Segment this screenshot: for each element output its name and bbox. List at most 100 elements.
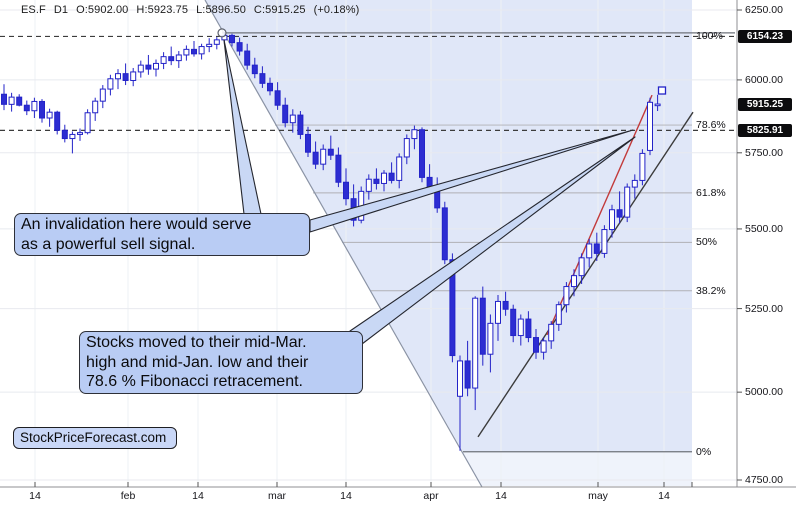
watermark-label: StockPriceForecast.com	[13, 427, 177, 449]
x-axis-label: mar	[267, 490, 287, 502]
fib-level-label: 100%	[696, 29, 723, 42]
fib-level-label: 38.2%	[696, 284, 726, 297]
fib-shaded-region	[205, 0, 692, 486]
fib-diagonal-line[interactable]	[204, 0, 483, 488]
candle-body	[236, 42, 243, 52]
price-badge: 5915.25	[738, 97, 792, 111]
candle-body	[160, 56, 167, 64]
axes	[0, 0, 796, 488]
candle-body	[130, 71, 137, 81]
candle-body	[244, 50, 251, 66]
timeframe-label: D1	[53, 4, 69, 16]
candle-body	[601, 229, 608, 254]
symbol-label: ES.F	[21, 4, 46, 16]
gridlines	[0, 0, 737, 487]
x-axis-label: 14	[192, 490, 204, 502]
fib-level-label: 50%	[696, 236, 718, 249]
ohlc-readout: ES.F D1 O:5902.00 H:5923.75 L:5896.50 C:…	[21, 4, 359, 16]
candle-body	[145, 64, 152, 70]
candle-body	[571, 275, 577, 288]
candle-body	[153, 62, 159, 70]
candle-body	[191, 48, 197, 55]
candle-body	[16, 96, 23, 106]
annotation-text-line: high and mid-Jan. low and their	[86, 353, 309, 371]
candle-body	[487, 322, 494, 355]
fib-level-label: 61.8%	[696, 186, 726, 199]
candle-body	[381, 172, 387, 184]
candle-body	[259, 73, 266, 84]
x-axis-label: feb	[120, 490, 136, 502]
candle-body	[586, 243, 593, 259]
x-axis-label: 14	[29, 490, 41, 502]
close-value: C:5915.25	[253, 4, 306, 16]
candle-body	[510, 308, 517, 337]
y-axis-label: 5000.00	[745, 386, 783, 399]
x-axis-label: apr	[423, 490, 439, 502]
candle-body	[282, 104, 289, 124]
x-axis-label: 14	[340, 490, 352, 502]
candle-body	[472, 297, 479, 389]
candle-body	[198, 46, 205, 55]
candle-body	[54, 111, 61, 131]
candle-body	[517, 318, 524, 337]
candle-body	[502, 300, 509, 310]
candle-body	[312, 151, 319, 165]
candle-body	[540, 340, 547, 353]
last-price-marker	[657, 86, 667, 95]
annotation-text-line: 78.6 % Fibonacci retracement.	[86, 373, 303, 390]
annotation-sell-signal[interactable]: An invalidation here would serve as a po…	[14, 213, 310, 256]
candle-body	[441, 207, 448, 261]
candle-body	[624, 186, 631, 218]
candle-body	[327, 148, 334, 156]
y-axis-label: 4750.00	[745, 474, 783, 486]
callout-spike	[309, 129, 634, 233]
y-axis-label: 5500.00	[745, 222, 783, 235]
candle-body	[289, 114, 296, 124]
candle-body	[563, 286, 570, 306]
candle-body	[343, 181, 349, 200]
candle-body	[31, 100, 38, 112]
candle-body	[46, 111, 53, 119]
candle-body	[305, 133, 311, 153]
y-axis-label: 6250.00	[745, 4, 783, 16]
candle-body	[84, 112, 91, 134]
annotation-text-line: as a powerful sell signal.	[21, 235, 196, 253]
candle-body	[229, 34, 235, 44]
x-axis-label: may	[588, 490, 608, 502]
candle-body	[251, 64, 258, 75]
fib-level-label: 0%	[696, 445, 712, 458]
fib-region-main	[205, 0, 692, 452]
annotation-callout-spikes	[223, 39, 636, 345]
candle-body	[479, 297, 486, 355]
candle-body	[99, 88, 106, 102]
rising-support-line[interactable]	[477, 111, 694, 438]
annotation-text-line: An invalidation here would serve	[21, 216, 252, 233]
fib-anchor-marker[interactable]	[217, 28, 227, 38]
candle-body	[61, 129, 68, 140]
candle-body	[23, 104, 30, 112]
annotation-fibonacci[interactable]: Stocks moved to their mid-Mar. high and …	[79, 331, 363, 394]
candle-body	[137, 64, 144, 73]
candle-body	[578, 257, 585, 277]
candle-body	[457, 360, 463, 397]
candle-body	[77, 132, 83, 135]
candle-body	[555, 304, 562, 325]
candle-body	[411, 129, 418, 140]
y-axis-label: 5750.00	[745, 146, 783, 159]
candle-body	[69, 133, 76, 140]
x-axis-label: 14	[495, 490, 507, 502]
candle-body	[639, 152, 646, 181]
price-badge: 6154.23	[738, 29, 792, 43]
candlesticks	[1, 32, 661, 451]
candle-body	[107, 78, 114, 90]
y-axis-label: 6000.00	[745, 73, 783, 86]
y-axis-label: 5250.00	[745, 302, 783, 315]
candle-body	[39, 100, 45, 119]
candle-body	[206, 43, 213, 48]
candle-body	[274, 90, 281, 106]
open-value: O:5902.00	[76, 4, 129, 16]
candle-body	[168, 56, 175, 62]
high-value: H:5923.75	[136, 4, 189, 16]
